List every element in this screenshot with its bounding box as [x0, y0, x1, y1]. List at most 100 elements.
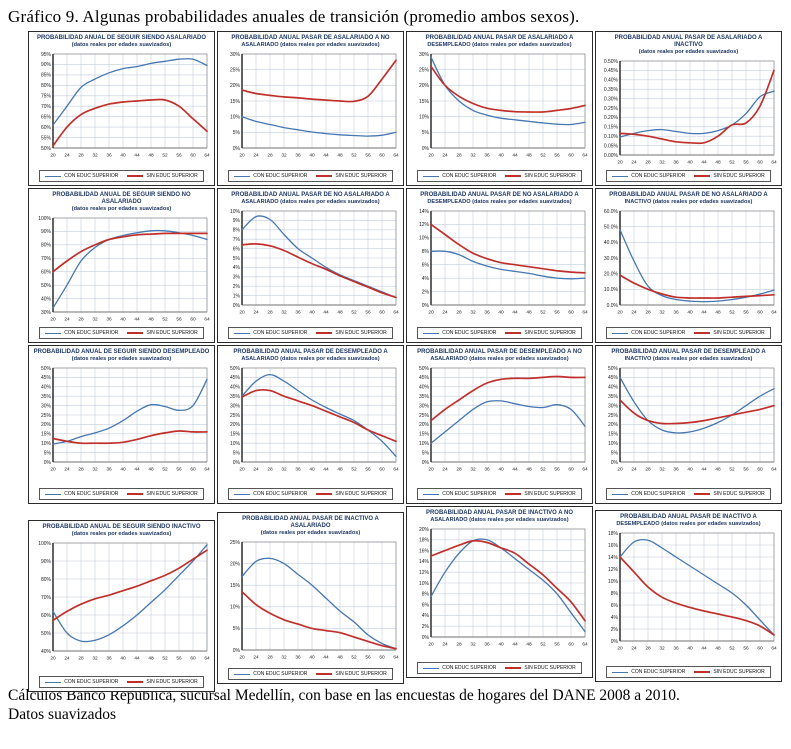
- svg-text:64: 64: [582, 152, 588, 158]
- svg-text:5%: 5%: [233, 626, 241, 632]
- svg-text:5%: 5%: [233, 256, 241, 262]
- legend-item-con: CON EDUC SUPERIOR: [234, 671, 307, 677]
- legend-item-con: CON EDUC SUPERIOR: [45, 330, 118, 336]
- con-line-swatch: [45, 332, 62, 334]
- chart-panel-11: PROBABILIDAD ANUAL PASAR DE DESEMPLEADO …: [406, 345, 593, 504]
- svg-text:48: 48: [526, 309, 532, 315]
- chart-legend: CON EDUC SUPERIOR SIN EDUC SUPERIOR: [417, 662, 582, 674]
- svg-text:30%: 30%: [41, 310, 52, 316]
- svg-text:55%: 55%: [41, 135, 52, 141]
- svg-text:28: 28: [267, 309, 273, 315]
- svg-text:56: 56: [365, 466, 371, 472]
- legend-item-con: CON EDUC SUPERIOR: [234, 173, 307, 179]
- legend-label: CON EDUC SUPERIOR: [64, 679, 119, 685]
- svg-text:60: 60: [568, 641, 574, 647]
- sin-line-swatch: [316, 493, 333, 495]
- svg-text:0%: 0%: [422, 635, 430, 641]
- legend-item-sin: SIN EDUC SUPERIOR: [505, 491, 576, 497]
- chart-legend: CON EDUC SUPERIOR SIN EDUC SUPERIOR: [228, 327, 393, 339]
- chart-panel-5: PROBABILIDAD ANUAL DE SEGUIR SIENDO NO A…: [28, 188, 215, 343]
- legend-label: SIN EDUC SUPERIOR: [524, 173, 576, 179]
- svg-text:18%: 18%: [419, 537, 430, 543]
- svg-text:0%: 0%: [233, 303, 241, 309]
- svg-text:10%: 10%: [230, 441, 241, 447]
- chart-panel-3: PROBABILIDAD ANUAL PASAR DE ASALARIADO A…: [406, 31, 593, 186]
- svg-text:32: 32: [659, 309, 665, 315]
- svg-text:90%: 90%: [41, 559, 52, 565]
- svg-text:56: 56: [743, 466, 749, 472]
- svg-text:56: 56: [554, 152, 560, 158]
- svg-text:28: 28: [78, 466, 84, 472]
- svg-text:24: 24: [64, 655, 70, 661]
- svg-text:15%: 15%: [608, 431, 619, 437]
- svg-text:36: 36: [673, 309, 679, 315]
- chart-panel-2: PROBABILIDAD ANUAL PASAR DE ASALARIADO A…: [217, 31, 404, 186]
- svg-text:8%: 8%: [422, 591, 430, 597]
- svg-text:6%: 6%: [233, 246, 241, 252]
- svg-text:44: 44: [701, 466, 707, 472]
- svg-text:0.00%: 0.00%: [604, 153, 619, 159]
- svg-text:30%: 30%: [41, 403, 52, 409]
- source-note-line2: Datos suavizados: [8, 706, 117, 724]
- svg-text:64: 64: [582, 466, 588, 472]
- svg-text:40: 40: [687, 160, 693, 166]
- svg-text:80%: 80%: [41, 243, 52, 249]
- sin-line-swatch: [505, 493, 522, 495]
- svg-text:5%: 5%: [44, 450, 52, 456]
- svg-text:52: 52: [351, 655, 357, 661]
- svg-text:28: 28: [267, 466, 273, 472]
- svg-text:24: 24: [631, 160, 637, 166]
- legend-item-sin: SIN EDUC SUPERIOR: [505, 173, 576, 179]
- svg-text:2%: 2%: [611, 627, 619, 633]
- chart-subtitle: ASALARIADO (datos reales por edades suav…: [430, 356, 569, 363]
- svg-text:70%: 70%: [41, 104, 52, 110]
- svg-text:25%: 25%: [230, 540, 241, 546]
- svg-text:2%: 2%: [422, 289, 430, 295]
- svg-text:52: 52: [162, 317, 168, 323]
- svg-text:60: 60: [568, 309, 574, 315]
- svg-text:0.50%: 0.50%: [604, 59, 619, 65]
- chart-legend: CON EDUC SUPERIOR SIN EDUC SUPERIOR: [417, 488, 582, 500]
- legend-label: CON EDUC SUPERIOR: [64, 491, 119, 497]
- svg-text:0%: 0%: [611, 460, 619, 466]
- chart-plot-area: 20 24 28 32 36 40 44 48 52 56 60 64 0% 2% 4% 6% 8% 10% 12%…: [419, 209, 588, 316]
- legend-item-sin: SIN EDUC SUPERIOR: [694, 330, 765, 336]
- chart-title: PROBABILIDAD ANUAL PASAR DE ASALARIADO A: [425, 35, 574, 41]
- svg-text:20%: 20%: [230, 422, 241, 428]
- svg-text:14%: 14%: [419, 559, 430, 565]
- svg-text:20: 20: [428, 152, 434, 158]
- svg-text:32: 32: [470, 641, 476, 647]
- svg-text:20%: 20%: [41, 422, 52, 428]
- svg-text:50%: 50%: [41, 146, 52, 152]
- legend-label: CON EDUC SUPERIOR: [442, 491, 497, 497]
- svg-text:0.20%: 0.20%: [604, 115, 619, 121]
- chart-subtitle: ASALARIADO (datos reales por edades suav…: [241, 42, 380, 49]
- svg-text:64: 64: [393, 466, 399, 472]
- svg-text:24: 24: [442, 641, 448, 647]
- svg-text:32: 32: [470, 152, 476, 158]
- svg-text:52: 52: [729, 309, 735, 315]
- chart-plot-area: 20 24 28 32 36 40 44 48 52 56 60 64 50% 55% 60% 65% 70% 7…: [41, 52, 210, 159]
- legend-item-con: CON EDUC SUPERIOR: [234, 330, 307, 336]
- svg-text:32: 32: [92, 152, 98, 158]
- svg-text:40: 40: [498, 152, 504, 158]
- chart-legend: CON EDUC SUPERIOR SIN EDUC SUPERIOR: [39, 327, 204, 339]
- legend-label: CON EDUC SUPERIOR: [64, 330, 119, 336]
- svg-text:40%: 40%: [608, 384, 619, 390]
- legend-label: CON EDUC SUPERIOR: [253, 671, 308, 677]
- svg-text:56: 56: [554, 466, 560, 472]
- chart-subtitle: ASALARIADO (datos reales por edades suav…: [430, 517, 569, 524]
- svg-text:56: 56: [365, 152, 371, 158]
- chart-legend: CON EDUC SUPERIOR SIN EDUC SUPERIOR: [417, 327, 582, 339]
- svg-text:32: 32: [281, 466, 287, 472]
- svg-text:48: 48: [526, 152, 532, 158]
- con-line-swatch: [612, 493, 629, 495]
- chart-panel-16: PROBABILIDAD ANUAL PASAR DE INACTIVO A DE…: [595, 510, 782, 682]
- chart-subtitle: INACTIVO (datos reales por edades suaviz…: [624, 199, 753, 206]
- svg-text:40: 40: [309, 152, 315, 158]
- con-line-swatch: [612, 175, 629, 177]
- svg-text:48: 48: [148, 152, 154, 158]
- chart-title: PROBABILIDAD ANUAL PASAR DE ASALARIADO A…: [614, 35, 763, 49]
- svg-text:52: 52: [351, 152, 357, 158]
- con-line-swatch: [45, 681, 62, 683]
